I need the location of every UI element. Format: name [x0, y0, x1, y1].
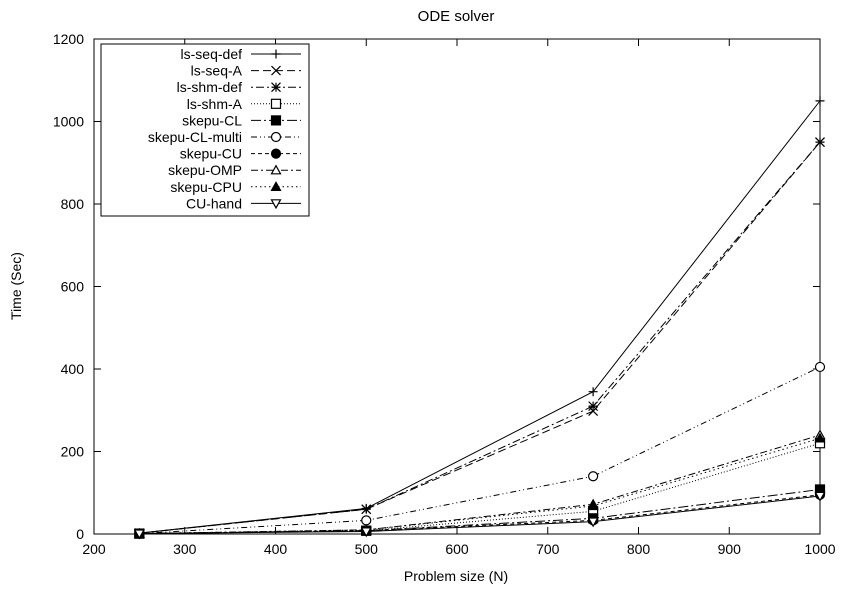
- legend-label: skepu-CL-multi: [148, 129, 242, 145]
- legend-label: ls-seq-A: [191, 63, 243, 79]
- legend-label: skepu-OMP: [168, 162, 242, 178]
- data-point: [588, 387, 598, 397]
- y-axis-label: Time (Sec): [8, 252, 24, 320]
- data-point: [270, 98, 282, 109]
- series-line: [139, 141, 821, 534]
- data-point: [271, 82, 281, 93]
- x-tick-label: 200: [82, 541, 106, 557]
- legend-label: ls-seq-def: [181, 46, 243, 62]
- series-line: [139, 437, 821, 535]
- data-point: [588, 401, 599, 412]
- data-point: [270, 181, 282, 191]
- data-point: [815, 137, 825, 148]
- data-point: [361, 504, 372, 515]
- y-tick-label: 600: [61, 279, 85, 295]
- y-tick-label: 1000: [53, 114, 84, 130]
- chart-title: ODE solver: [418, 8, 495, 25]
- x-tick-label: 400: [264, 541, 288, 557]
- y-tick-label: 0: [76, 526, 84, 542]
- legend-label: ls-shm-def: [177, 79, 242, 95]
- data-point: [270, 164, 282, 175]
- data-point: [815, 96, 825, 106]
- data-point: [133, 529, 145, 540]
- data-point: [587, 517, 599, 528]
- data-point: [814, 361, 826, 373]
- x-tick-label: 300: [173, 541, 197, 557]
- data-point: [588, 406, 599, 416]
- series-line: [139, 366, 821, 535]
- legend-label: skepu-CPU: [170, 179, 242, 195]
- series-skepu-OMP: [133, 429, 826, 538]
- x-tick-label: 800: [627, 541, 651, 557]
- x-tick-label: 600: [445, 541, 469, 557]
- series-line: [139, 434, 821, 535]
- legend-label: skepu-CU: [180, 146, 242, 162]
- data-point: [271, 65, 281, 76]
- legend-label: CU-hand: [186, 195, 242, 211]
- series-skepu-CPU: [133, 432, 826, 538]
- data-point: [814, 432, 826, 443]
- series-line: [139, 495, 821, 535]
- x-tick-label: 700: [536, 541, 560, 557]
- data-point: [270, 115, 282, 126]
- series-group: [133, 96, 826, 540]
- x-tick-label: 1000: [804, 541, 835, 557]
- data-point: [270, 131, 282, 143]
- series-line: [139, 141, 821, 534]
- y-tick-label: 200: [61, 444, 85, 460]
- data-point: [361, 515, 372, 526]
- data-point: [271, 49, 281, 59]
- legend: ls-seq-defls-seq-Als-shm-defls-shm-Askep…: [100, 43, 310, 217]
- legend-label: ls-shm-A: [187, 96, 243, 112]
- series-skepu-CU: [134, 489, 826, 539]
- x-tick-label: 900: [718, 541, 742, 557]
- series-line: [139, 442, 821, 535]
- axes: 200 300 400 500 600 700 800 900 1000020040060080…: [53, 31, 836, 557]
- y-tick-label: 800: [61, 196, 85, 212]
- data-point: [360, 527, 372, 538]
- series-skepu-CL: [134, 484, 826, 539]
- data-point: [270, 199, 282, 210]
- data-point: [270, 148, 282, 159]
- y-tick-label: 400: [61, 361, 85, 377]
- series-CU-hand: [133, 491, 826, 540]
- legend-label: skepu-CL: [182, 112, 242, 128]
- data-point: [587, 500, 599, 511]
- x-axis-label: Problem size (N): [404, 568, 508, 584]
- data-point: [588, 471, 599, 482]
- x-tick-label: 500: [355, 541, 379, 557]
- data-point: [814, 491, 826, 502]
- y-tick-label: 1200: [53, 31, 84, 47]
